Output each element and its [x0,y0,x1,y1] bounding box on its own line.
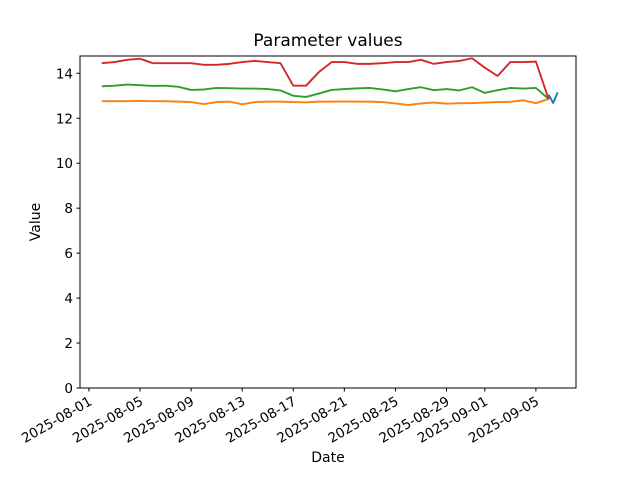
y-tick-label: 12 [56,111,73,127]
y-tick-label: 8 [64,201,73,217]
y-tick-label: 14 [56,66,73,82]
y-axis-ticks: 0 2 4 6 8 10 12 14 [56,66,80,397]
series-line-param-green [101,83,550,100]
plot-border [79,55,577,389]
chart-title: Parameter values [253,31,402,51]
x-axis-ticks: 2025-08-012025-08-052025-08-092025-08-13… [19,388,542,447]
y-tick-label: 0 [64,381,73,397]
y-tick-label: 10 [56,156,73,172]
series-line-param-orange [101,98,549,106]
y-tick-label: 2 [64,336,73,352]
y-tick-label: 4 [64,291,73,307]
y-axis-label: Value [28,203,44,241]
series-line-param-blue [547,92,559,104]
y-tick-label: 6 [64,246,73,262]
series-line-param-red [101,57,550,100]
x-axis-label: Date [311,450,344,466]
plot-series [101,57,559,106]
